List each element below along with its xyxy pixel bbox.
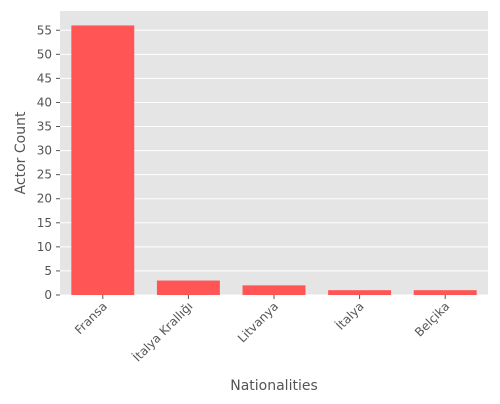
x-axis-title: Nationalities [230,378,318,394]
y-tick-label: 30 [37,144,52,158]
y-tick-label: 0 [44,288,52,302]
y-tick-label: 50 [37,47,52,61]
bar [71,25,135,296]
x-tick-label: Belçika [412,299,452,339]
x-tick-label: İtalya Krallığı [130,299,196,365]
y-tick-label: 20 [37,192,52,206]
x-tick-label: Litvanya [235,299,281,345]
y-tick-label: 45 [37,71,52,85]
bar [328,290,392,295]
y-axis-title: Actor Count [13,111,29,194]
y-tick-label: 40 [37,95,52,109]
bars [71,25,477,296]
x-axis-ticks: Fransa İtalya Krallığı Litvanya İtalya Belçi… [72,295,452,364]
y-axis-ticks: 0 5 10 15 20 25 30 35 40 45 50 55 [37,23,60,302]
x-tick-label: Fransa [72,299,110,337]
y-tick-label: 10 [37,240,52,254]
bar [156,280,220,295]
x-tick-label: İtalya [333,299,367,333]
y-tick-label: 35 [37,120,52,134]
y-tick-label: 25 [37,168,52,182]
bar [242,285,306,295]
bar [413,290,477,295]
y-tick-label: 55 [37,23,52,37]
y-tick-label: 5 [44,264,52,278]
y-tick-label: 15 [37,216,52,230]
